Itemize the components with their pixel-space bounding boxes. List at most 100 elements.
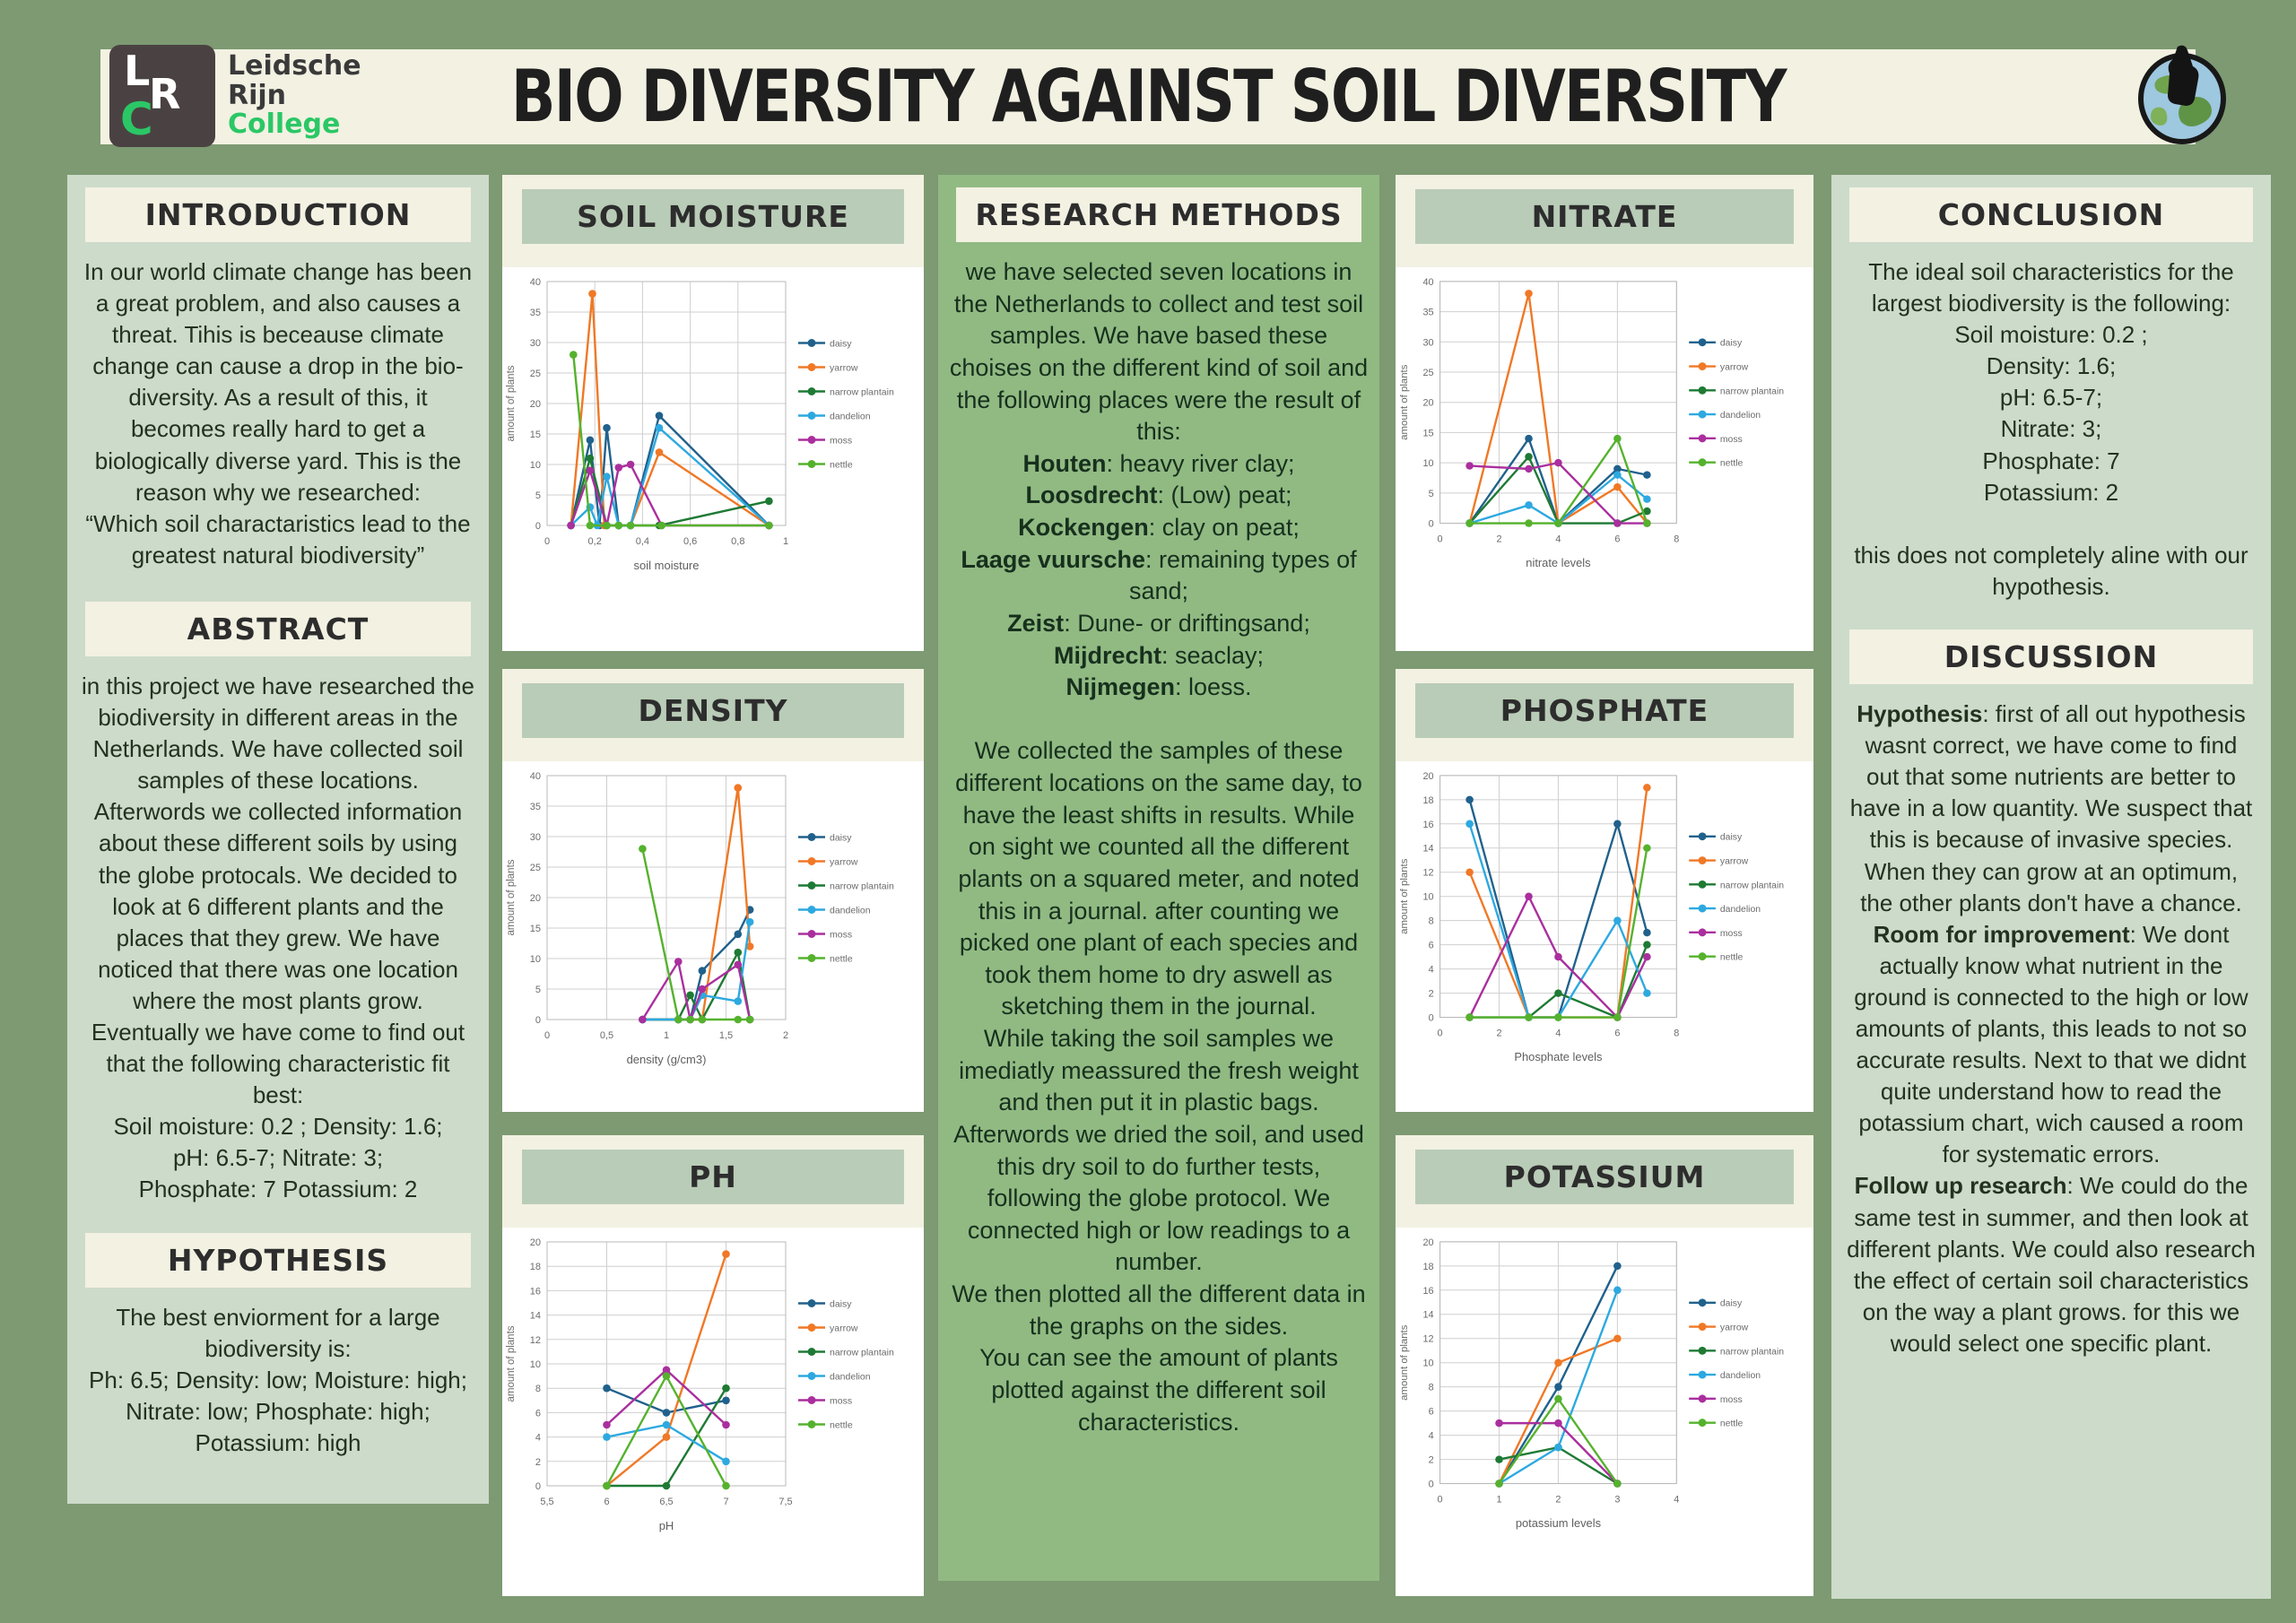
svg-text:0,5: 0,5 bbox=[600, 1030, 613, 1041]
svg-text:35: 35 bbox=[530, 308, 541, 318]
svg-text:5,5: 5,5 bbox=[540, 1497, 553, 1507]
svg-text:narrow plantain: narrow plantain bbox=[830, 387, 894, 398]
svg-text:0: 0 bbox=[1429, 1013, 1434, 1024]
svg-text:16: 16 bbox=[1423, 1286, 1434, 1297]
svg-text:3: 3 bbox=[1614, 1494, 1620, 1505]
svg-text:dandelion: dandelion bbox=[1720, 905, 1761, 915]
svg-text:nitrate levels: nitrate levels bbox=[1526, 556, 1590, 569]
svg-text:0,2: 0,2 bbox=[588, 536, 602, 547]
svg-text:2: 2 bbox=[1555, 1494, 1561, 1505]
svg-text:narrow plantain: narrow plantain bbox=[830, 881, 894, 892]
svg-text:daisy: daisy bbox=[1720, 339, 1743, 349]
research-methods-panel: RESEARCH METHODS we have selected seven … bbox=[938, 175, 1379, 1581]
svg-text:4: 4 bbox=[1674, 1494, 1679, 1505]
svg-text:8: 8 bbox=[1429, 1383, 1434, 1393]
svg-text:12: 12 bbox=[530, 1335, 541, 1346]
svg-text:2: 2 bbox=[1429, 1455, 1434, 1466]
svg-text:6: 6 bbox=[1429, 1407, 1434, 1418]
research-methods-heading: RESEARCH METHODS bbox=[956, 187, 1361, 242]
svg-text:6: 6 bbox=[1614, 534, 1620, 544]
nitrate-card: NITRATE 0 5 10 15 20 25 30 35 40 0 2 4 6 8 daisy yarrow… bbox=[1396, 175, 1813, 651]
svg-text:0: 0 bbox=[535, 521, 541, 532]
svg-text:15: 15 bbox=[530, 430, 541, 440]
svg-text:2: 2 bbox=[535, 1457, 541, 1468]
svg-text:10: 10 bbox=[530, 460, 541, 471]
svg-text:narrow plantain: narrow plantain bbox=[1720, 881, 1784, 890]
discussion-heading: DISCUSSION bbox=[1849, 629, 2253, 685]
svg-text:0: 0 bbox=[1429, 519, 1434, 530]
hypothesis-heading: HYPOTHESIS bbox=[85, 1232, 471, 1288]
density-card: DENSITY 0 5 10 15 20 25 30 35 40 0 0,5 1 1,5 2 daisy ya… bbox=[502, 669, 924, 1112]
svg-text:yarrow: yarrow bbox=[1720, 363, 1749, 373]
svg-text:20: 20 bbox=[530, 893, 541, 904]
svg-text:amount of plants: amount of plants bbox=[1399, 858, 1410, 934]
discussion-text: Hypothesis: first of all out hypothesis … bbox=[1847, 700, 2256, 1357]
svg-text:20: 20 bbox=[530, 399, 541, 410]
ph-title: PH bbox=[522, 1150, 904, 1204]
svg-text:0: 0 bbox=[1438, 1028, 1443, 1038]
abstract-heading: ABSTRACT bbox=[85, 601, 471, 656]
svg-text:amount of plants: amount of plants bbox=[506, 859, 517, 935]
svg-text:2: 2 bbox=[1496, 1028, 1501, 1038]
svg-text:18: 18 bbox=[530, 1262, 541, 1272]
svg-text:30: 30 bbox=[530, 338, 541, 349]
svg-text:yarrow: yarrow bbox=[1720, 857, 1749, 867]
potassium-chart: 0 2 4 6 8 10 12 14 16 18 20 0 1 2 3 4 daisy yarrow narrow … bbox=[1396, 1228, 1813, 1596]
svg-text:0,8: 0,8 bbox=[731, 536, 744, 547]
svg-text:0,6: 0,6 bbox=[683, 536, 697, 547]
logo-letter-r: R bbox=[149, 70, 181, 118]
svg-text:nettle: nettle bbox=[1720, 1419, 1744, 1429]
svg-text:moss: moss bbox=[830, 1396, 852, 1407]
right-column-panel: CONCLUSION The ideal soil characteristic… bbox=[1831, 175, 2271, 1599]
ph-chart: 0 2 4 6 8 10 12 14 16 18 20 5,5 6 6,5 7 7,5 daisy yarrow n… bbox=[502, 1228, 924, 1596]
svg-text:0: 0 bbox=[1438, 1494, 1443, 1505]
svg-text:6: 6 bbox=[1614, 1028, 1620, 1038]
svg-text:5: 5 bbox=[1429, 489, 1434, 499]
svg-text:10: 10 bbox=[530, 954, 541, 965]
density-chart: 0 5 10 15 20 25 30 35 40 0 0,5 1 1,5 2 daisy yarrow narr… bbox=[502, 761, 924, 1112]
svg-text:10: 10 bbox=[1423, 892, 1434, 903]
logo-line-2: Rijn bbox=[228, 79, 287, 111]
svg-text:dandelion: dandelion bbox=[830, 1372, 871, 1383]
globe-icon bbox=[2133, 45, 2231, 145]
svg-text:10: 10 bbox=[1423, 1358, 1434, 1369]
svg-text:8: 8 bbox=[535, 1384, 541, 1394]
svg-text:soil moisture: soil moisture bbox=[634, 559, 700, 572]
svg-text:8: 8 bbox=[1674, 1028, 1679, 1038]
svg-text:amount of plants: amount of plants bbox=[506, 1325, 517, 1402]
phosphate-chart: 0 2 4 6 8 10 12 14 16 18 20 0 2 4 6 8 daisy yarrow narrow … bbox=[1396, 761, 1813, 1112]
svg-text:dandelion: dandelion bbox=[830, 412, 871, 422]
svg-text:dandelion: dandelion bbox=[1720, 411, 1761, 421]
phosphate-card: PHOSPHATE 0 2 4 6 8 10 12 14 16 18 20 0 2 4 6 8 daisy yar… bbox=[1396, 669, 1813, 1112]
svg-text:0,4: 0,4 bbox=[636, 536, 649, 547]
svg-text:density (g/cm3): density (g/cm3) bbox=[627, 1053, 707, 1066]
svg-text:5: 5 bbox=[535, 985, 541, 995]
svg-text:12: 12 bbox=[1423, 868, 1434, 879]
svg-text:nettle: nettle bbox=[1720, 953, 1744, 963]
svg-text:30: 30 bbox=[1423, 337, 1434, 348]
svg-text:1: 1 bbox=[1496, 1494, 1501, 1505]
soil-moisture-title: SOIL MOISTURE bbox=[522, 189, 904, 244]
abstract-text: in this project we have researched the b… bbox=[82, 672, 474, 1203]
svg-text:narrow plantain: narrow plantain bbox=[1720, 1347, 1784, 1357]
lrc-logo: L R C Leidsche Rijn College bbox=[109, 45, 361, 147]
svg-text:8: 8 bbox=[1674, 534, 1679, 544]
svg-text:Phosphate levels: Phosphate levels bbox=[1514, 1050, 1602, 1063]
svg-text:0: 0 bbox=[544, 1030, 550, 1041]
svg-text:0: 0 bbox=[1438, 534, 1443, 544]
header-bar: BIO DIVERSITY AGAINST SOIL DIVERSITY bbox=[100, 49, 2196, 144]
svg-text:15: 15 bbox=[1423, 428, 1434, 438]
svg-text:14: 14 bbox=[1423, 844, 1434, 855]
svg-text:20: 20 bbox=[1423, 771, 1434, 782]
potassium-title: POTASSIUM bbox=[1415, 1150, 1794, 1204]
soil-moisture-chart: 0 5 10 15 20 25 30 35 40 0 0,2 0,4 0,6 0,8 1 daisy yarro… bbox=[502, 267, 924, 651]
svg-text:4: 4 bbox=[1555, 534, 1561, 544]
density-title: DENSITY bbox=[522, 683, 904, 738]
left-column-panel: INTRODUCTION In our world climate change… bbox=[67, 175, 489, 1504]
svg-text:dandelion: dandelion bbox=[1720, 1371, 1761, 1381]
svg-text:35: 35 bbox=[530, 802, 541, 812]
svg-text:40: 40 bbox=[530, 277, 541, 288]
svg-text:narrow plantain: narrow plantain bbox=[830, 1348, 894, 1358]
svg-text:18: 18 bbox=[1423, 795, 1434, 806]
svg-text:nettle: nettle bbox=[1720, 459, 1744, 469]
